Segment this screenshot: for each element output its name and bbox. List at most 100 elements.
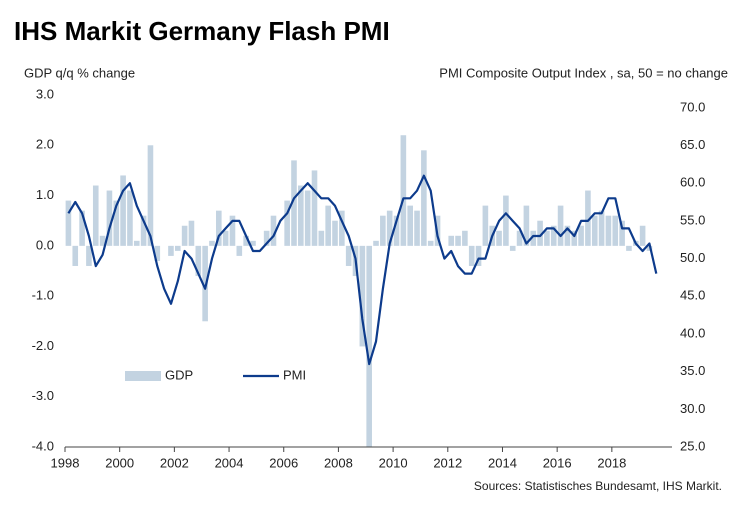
gdp-bar bbox=[598, 210, 605, 246]
y2-axis-label: PMI Composite Output Index , sa, 50 = no… bbox=[439, 65, 728, 80]
gdp-bar bbox=[127, 190, 133, 246]
gdp-bar bbox=[373, 240, 379, 246]
gdp-bar bbox=[79, 210, 85, 246]
gdp-bar bbox=[544, 230, 550, 246]
x-tick-label: 2002 bbox=[160, 455, 189, 470]
gdp-bar bbox=[557, 205, 564, 246]
gdp-bar bbox=[133, 240, 140, 246]
chart-title: IHS Markit Germany Flash PMI bbox=[14, 16, 390, 46]
gdp-bar bbox=[318, 230, 325, 246]
x-tick-label: 2010 bbox=[379, 455, 408, 470]
gdp-bar bbox=[209, 240, 215, 246]
gdp-bar bbox=[120, 175, 126, 246]
pmi-line bbox=[67, 174, 658, 366]
gdp-bar bbox=[86, 245, 92, 266]
gdp-bar bbox=[407, 205, 413, 246]
y-tick-label: -3.0 bbox=[32, 388, 54, 403]
x-tick-label: 2004 bbox=[215, 455, 244, 470]
gdp-bar bbox=[530, 230, 537, 246]
gdp-bar bbox=[366, 245, 372, 447]
gdp-bar bbox=[174, 245, 181, 251]
gdp-bar bbox=[113, 200, 120, 246]
gdp-bar bbox=[523, 205, 530, 246]
y2-tick-label: 60.0 bbox=[680, 175, 705, 190]
gdp-bar bbox=[516, 230, 523, 246]
x-tick-label: 2012 bbox=[433, 455, 462, 470]
gdp-bar bbox=[468, 245, 475, 266]
x-tick-label: 2018 bbox=[597, 455, 626, 470]
gdp-bar bbox=[380, 215, 386, 246]
gdp-bar bbox=[482, 205, 489, 246]
gdp-bar bbox=[585, 190, 591, 246]
gdp-bar bbox=[475, 245, 482, 266]
gdp-bar bbox=[591, 215, 598, 246]
y-tick-label: -4.0 bbox=[32, 438, 54, 453]
gdp-bar bbox=[400, 135, 407, 246]
gdp-bar bbox=[243, 235, 249, 246]
x-tick-label: 2006 bbox=[269, 455, 298, 470]
y-tick-label: 0.0 bbox=[36, 237, 54, 252]
gdp-bar bbox=[250, 240, 256, 246]
gdp-bar bbox=[414, 210, 420, 246]
legend-label: GDP bbox=[165, 367, 193, 382]
gdp-bar bbox=[195, 245, 202, 277]
y-tick-label: 2.0 bbox=[36, 137, 54, 152]
gdp-bar bbox=[202, 245, 208, 322]
gdp-bar bbox=[311, 170, 318, 246]
gdp-bar bbox=[325, 205, 331, 246]
gdp-bar bbox=[332, 220, 338, 246]
gdp-bar bbox=[92, 185, 99, 246]
gdp-bar bbox=[421, 150, 427, 246]
gdp-bar bbox=[455, 235, 461, 246]
gdp-bar bbox=[359, 245, 366, 347]
gdp-bar bbox=[496, 230, 502, 246]
gdp-bar bbox=[168, 245, 174, 256]
gdp-bar bbox=[537, 220, 543, 246]
gdp-bar bbox=[154, 245, 161, 261]
source-note: Sources: Statistisches Bundesamt, IHS Ma… bbox=[474, 479, 722, 493]
gdp-bar bbox=[284, 200, 290, 246]
gdp-bar bbox=[571, 230, 578, 246]
gdp-bar bbox=[605, 215, 612, 246]
gdp-bar bbox=[427, 240, 434, 246]
gdp-bar bbox=[263, 230, 270, 246]
y-tick-label: -1.0 bbox=[32, 288, 54, 303]
y2-tick-label: 70.0 bbox=[680, 99, 705, 114]
gdp-bar bbox=[509, 245, 516, 251]
gdp-bar bbox=[393, 215, 400, 246]
legend-swatch bbox=[125, 371, 161, 381]
gdp-bar bbox=[564, 225, 571, 246]
gdp-bar bbox=[236, 245, 243, 256]
y-axis-label: GDP q/q % change bbox=[24, 65, 135, 80]
y2-tick-label: 65.0 bbox=[680, 137, 705, 152]
gdp-bar bbox=[65, 200, 72, 246]
y2-tick-label: 50.0 bbox=[680, 250, 705, 265]
gdp-bar bbox=[140, 215, 147, 246]
gdp-bar bbox=[503, 195, 509, 246]
legend-label: PMI bbox=[283, 367, 306, 382]
gdp-bar bbox=[626, 245, 632, 251]
gdp-bar bbox=[612, 215, 619, 246]
gdp-bar bbox=[619, 220, 625, 246]
gdp-bar bbox=[339, 210, 345, 246]
gdp-bar bbox=[229, 215, 236, 246]
y2-tick-label: 30.0 bbox=[680, 401, 705, 416]
gdp-bar bbox=[188, 220, 195, 246]
gdp-bar bbox=[72, 245, 79, 266]
y2-tick-label: 35.0 bbox=[680, 363, 705, 378]
gdp-bar bbox=[222, 230, 229, 246]
gdp-bar bbox=[270, 215, 277, 246]
gdp-bar bbox=[106, 190, 113, 246]
x-tick-label: 1998 bbox=[51, 455, 80, 470]
y2-tick-label: 40.0 bbox=[680, 325, 705, 340]
x-tick-label: 2008 bbox=[324, 455, 353, 470]
gdp-bar bbox=[147, 145, 154, 246]
gdp-bar bbox=[181, 225, 188, 246]
x-tick-label: 2000 bbox=[105, 455, 134, 470]
x-tick-label: 2014 bbox=[488, 455, 517, 470]
gdp-bar bbox=[345, 245, 352, 266]
gdp-bar bbox=[298, 185, 304, 246]
gdp-bar bbox=[304, 190, 311, 246]
gdp-bar bbox=[550, 225, 557, 246]
